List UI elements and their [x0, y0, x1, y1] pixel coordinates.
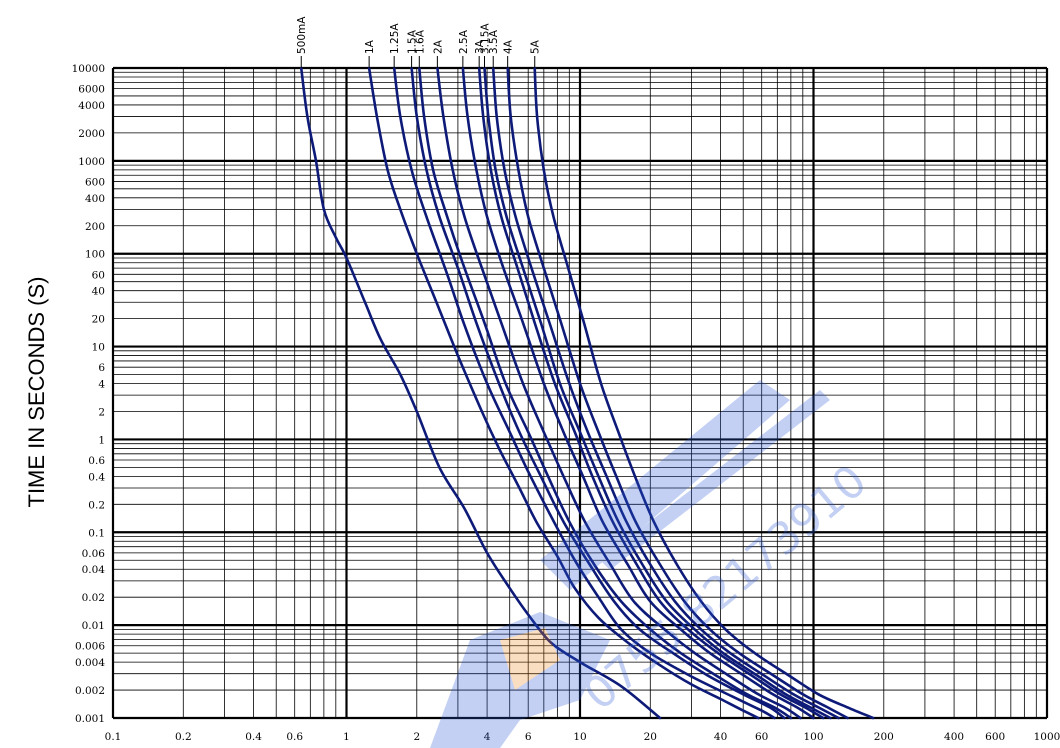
curves — [299, 66, 875, 720]
y-tick-label: 6000 — [78, 84, 105, 96]
x-tick-label: 400 — [944, 731, 964, 743]
watermark-stamp: 0755-82173910 — [430, 380, 877, 748]
x-tick-label: 0.6 — [286, 731, 303, 743]
x-tick-label: 200 — [874, 731, 894, 743]
curve-4A — [506, 66, 849, 720]
x-tick-label: 0.1 — [105, 731, 122, 743]
y-tick-label: 0.006 — [75, 641, 105, 653]
series-label-1.5A: 1.5A — [407, 29, 419, 54]
watermark-accent-icon — [500, 628, 560, 690]
y-tick-label: 0.06 — [82, 548, 106, 560]
x-tick-label: 6 — [525, 731, 532, 743]
y-tick-label: 100 — [85, 249, 105, 261]
y-tick-label: 1000 — [78, 156, 105, 168]
y-tick-label: 0.002 — [75, 685, 105, 697]
curve-1.6A — [418, 66, 793, 720]
y-tick-label: 200 — [85, 221, 105, 233]
series-label-5A: 5A — [530, 39, 542, 54]
x-tick-label: 1 — [343, 731, 350, 743]
y-tick-label: 4000 — [78, 100, 105, 112]
y-tick-label: 20 — [92, 314, 105, 326]
x-tick-label: 1000 — [1034, 731, 1060, 743]
x-tick-label: 0.4 — [245, 731, 262, 743]
series-label-1A: 1A — [364, 39, 376, 54]
x-tick-label: 20 — [644, 731, 657, 743]
y-axis-label: TIME IN SECONDS (S) — [24, 276, 49, 507]
series-label-1.25A: 1.25A — [389, 23, 401, 54]
curve-3A — [477, 66, 825, 720]
series-label-3.15A: 3.15A — [480, 23, 492, 54]
x-tick-label: 2 — [413, 731, 420, 743]
y-tick-label: 0.2 — [88, 499, 105, 511]
watermark: 0755-82173910 — [430, 380, 877, 748]
x-tick-label: 10 — [573, 731, 586, 743]
y-tick-label: 2 — [98, 406, 105, 418]
watermark-bar-icon — [600, 390, 830, 570]
y-tick-label: 600 — [85, 176, 105, 188]
x-tick-label: 40 — [714, 731, 727, 743]
curve-500mA — [299, 66, 662, 720]
y-tick-label: 0.6 — [88, 455, 105, 467]
curve-2.5A — [461, 66, 815, 720]
curve-1.5A — [410, 66, 786, 720]
series-label-4A: 4A — [503, 39, 515, 54]
y-tick-label: 0.01 — [82, 620, 105, 632]
series-label-2.5A: 2.5A — [458, 29, 470, 54]
y-tick-label: 0.004 — [75, 657, 105, 669]
y-tick-label: 0.1 — [88, 527, 105, 539]
x-tick-label: 0.2 — [175, 731, 192, 743]
curve-5A — [533, 66, 875, 720]
y-tick-label: 10000 — [72, 63, 105, 75]
y-tick-label: 0.001 — [75, 713, 105, 725]
x-tick-label: 60 — [755, 731, 768, 743]
curve-2A — [436, 66, 802, 720]
y-tick-label: 0.02 — [82, 592, 105, 604]
x-tick-label: 100 — [803, 731, 823, 743]
y-tick-label: 6 — [98, 362, 105, 374]
y-tick-label: 40 — [92, 286, 105, 298]
y-tick-label: 2000 — [78, 128, 105, 140]
y-tick-label: 0.04 — [82, 564, 106, 576]
series-label-2A: 2A — [432, 39, 444, 54]
curve-3.15A — [483, 66, 832, 720]
x-tick-label: 600 — [985, 731, 1005, 743]
y-tick-label: 0.4 — [88, 471, 105, 483]
watermark-logo-icon — [430, 612, 610, 748]
y-tick-label: 1 — [98, 434, 105, 446]
y-tick-label: 400 — [85, 193, 105, 205]
x-tick-label: 4 — [484, 731, 491, 743]
y-tick-label: 4 — [98, 379, 105, 391]
y-tick-label: 60 — [92, 269, 105, 281]
curve-1.25A — [392, 66, 776, 720]
series-label-3A: 3A — [474, 39, 486, 54]
y-axis-ticks: 10000 6000 4000 2000 1000 600 400 200 100 60 40 20 1… — [72, 63, 106, 725]
curve-1A — [367, 66, 760, 720]
curve-3.5A — [491, 66, 840, 720]
series-label-500mA: 500mA — [296, 16, 308, 54]
y-tick-label: 10 — [92, 342, 105, 354]
grid — [111, 66, 1049, 720]
x-axis-ticks: 0.1 0.2 0.4 0.6 1 2 4 6 10 20 40 60 100 200 400 600 1000 — [105, 731, 1060, 743]
series-label-3.5A: 3.5A — [488, 29, 500, 54]
series-label-1.6A: 1.6A — [414, 29, 426, 54]
